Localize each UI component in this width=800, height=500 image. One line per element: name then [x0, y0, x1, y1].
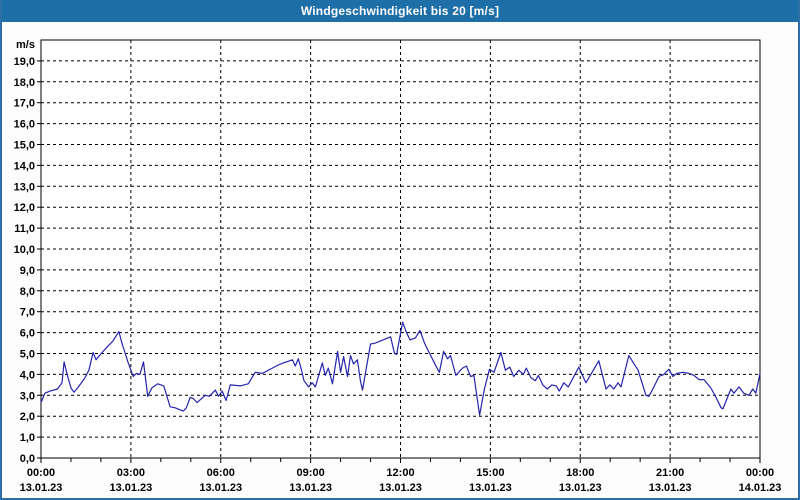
y-axis-tick-label: 12,0 [14, 202, 35, 214]
y-axis-tick-label: 13,0 [14, 181, 35, 193]
x-axis-date-label: 13.01.23 [109, 482, 152, 494]
y-axis-tick-label: 3,0 [20, 390, 35, 402]
y-axis-tick-label: 2,0 [20, 411, 35, 423]
x-axis-time-label: 12:00 [386, 467, 414, 479]
y-axis-tick-label: 0,0 [20, 453, 35, 465]
x-axis-date-label: 13.01.23 [379, 482, 422, 494]
x-axis-date-label: 14.01.23 [739, 482, 782, 494]
x-axis-time-label: 09:00 [297, 467, 325, 479]
x-axis-date-label: 13.01.23 [20, 482, 63, 494]
y-axis-tick-label: 15,0 [14, 140, 35, 152]
y-axis-tick-label: 11,0 [14, 223, 35, 235]
y-axis-tick-label: 1,0 [20, 432, 35, 444]
window-titlebar: Windgeschwindigkeit bis 20 [m/s] [0, 0, 800, 22]
y-axis-tick-label: 14,0 [14, 160, 35, 172]
x-axis-time-label: 03:00 [117, 467, 145, 479]
x-axis-time-label: 00:00 [746, 467, 774, 479]
y-axis-tick-label: 9,0 [20, 265, 35, 277]
window-title: Windgeschwindigkeit bis 20 [m/s] [300, 4, 500, 18]
y-axis-tick-label: 10,0 [14, 244, 35, 256]
x-axis-date-label: 13.01.23 [649, 482, 692, 494]
y-axis-tick-label: 19,0 [14, 56, 35, 68]
y-axis-unit-label: m/s [16, 39, 35, 51]
x-axis-date-label: 13.01.23 [469, 482, 512, 494]
x-axis-date-label: 13.01.23 [289, 482, 332, 494]
y-axis-tick-label: 7,0 [20, 307, 35, 319]
y-axis-tick-label: 16,0 [14, 119, 35, 131]
x-axis-time-label: 21:00 [656, 467, 684, 479]
x-axis-time-label: 00:00 [27, 467, 55, 479]
y-axis-tick-label: 4,0 [20, 369, 35, 381]
y-axis-tick-label: 8,0 [20, 286, 35, 298]
y-axis-tick-label: 17,0 [14, 98, 35, 110]
x-axis-date-label: 13.01.23 [199, 482, 242, 494]
x-axis-time-label: 18:00 [566, 467, 594, 479]
y-axis-tick-label: 6,0 [20, 328, 35, 340]
x-axis-time-label: 06:00 [207, 467, 235, 479]
y-axis-tick-label: 18,0 [14, 77, 35, 89]
x-axis-time-label: 15:00 [476, 467, 504, 479]
y-axis-tick-label: 5,0 [20, 349, 35, 361]
x-axis-date-label: 13.01.23 [559, 482, 602, 494]
wind-speed-line [40, 321, 761, 416]
